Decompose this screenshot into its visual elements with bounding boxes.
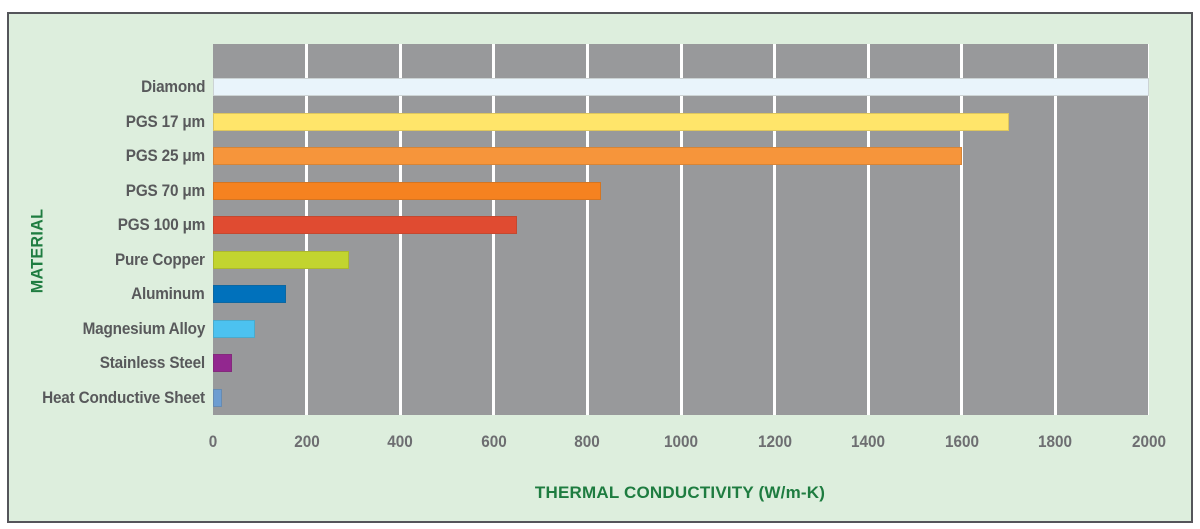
bar-row xyxy=(213,174,1149,209)
x-tick-label: 1000 xyxy=(663,432,699,451)
x-tick-label: 1800 xyxy=(1038,432,1073,451)
gridline xyxy=(773,44,777,415)
bar-row xyxy=(213,381,1149,416)
bars xyxy=(213,44,1149,415)
bar-row xyxy=(213,346,1149,381)
category-label: Heat Conductive Sheet xyxy=(42,387,205,407)
bar xyxy=(213,319,256,338)
bar xyxy=(213,216,518,234)
category-label: PGS 70 μm xyxy=(125,180,205,200)
x-tick-label: 2000 xyxy=(1131,432,1167,451)
gridline xyxy=(1053,44,1057,415)
category-label: Diamond xyxy=(140,77,205,96)
category-label: Pure Copper xyxy=(115,249,205,269)
bar-row xyxy=(213,208,1149,243)
category-label-row: Pure Copper xyxy=(9,243,205,278)
x-axis-title: THERMAL CONDUCTIVITY (W/m-K) xyxy=(534,483,826,502)
gridline xyxy=(866,44,870,415)
category-label-row: Diamond xyxy=(9,70,205,105)
x-tick-label: 1400 xyxy=(851,432,886,451)
bar xyxy=(213,388,223,407)
bar xyxy=(213,285,286,303)
x-axis-ticks: 0 200 400 600 800 1000 1200 1400 1600 1800 2000 xyxy=(209,432,1166,454)
category-label-row: PGS 17 μm xyxy=(9,105,205,140)
category-label: Aluminum xyxy=(131,284,206,303)
category-label: PGS 17 μm xyxy=(125,111,205,131)
category-label: PGS 25 μm xyxy=(125,146,205,165)
category-label-row: Magnesium Alloy xyxy=(9,312,205,347)
x-tick-label: 1600 xyxy=(944,432,979,451)
category-label-row: Aluminum xyxy=(9,277,206,312)
bar xyxy=(213,147,962,165)
bar xyxy=(213,181,602,200)
bar-row xyxy=(213,105,1149,140)
bar-row xyxy=(213,243,1149,278)
category-labels: Diamond PGS 17 μm PGS 25 μm PGS 70 μm PGS 10… xyxy=(9,44,205,415)
x-tick-label: 200 xyxy=(293,432,320,451)
bar xyxy=(213,250,349,269)
gridline xyxy=(1147,44,1149,415)
bar xyxy=(213,112,1009,131)
gridline xyxy=(679,44,683,415)
bar-row xyxy=(213,277,1149,312)
category-label: PGS 100 μm xyxy=(117,215,205,234)
x-tick-label: 600 xyxy=(481,432,507,451)
bar-row xyxy=(213,70,1149,105)
bar-row xyxy=(213,139,1149,174)
chart-figure: MATERIAL Diamond PGS 17 μm PGS 25 μm PGS 70… xyxy=(7,12,1193,523)
x-tick-label: 0 xyxy=(208,432,218,451)
category-label-row: Heat Conductive Sheet xyxy=(9,381,205,416)
bar xyxy=(213,78,1149,96)
x-tick-label: 800 xyxy=(574,432,601,451)
gridline xyxy=(585,44,589,415)
bar-row xyxy=(213,312,1149,347)
gridline xyxy=(960,44,964,415)
category-label: Magnesium Alloy xyxy=(82,318,205,338)
category-label-row: PGS 70 μm xyxy=(9,174,205,209)
plot-area xyxy=(213,44,1149,415)
bar xyxy=(213,354,232,372)
category-label-row: Stainless Steel xyxy=(9,346,205,381)
category-label: Stainless Steel xyxy=(99,353,205,372)
category-label-row: PGS 25 μm xyxy=(9,139,205,174)
x-tick-label: 400 xyxy=(387,432,413,451)
category-label-row: PGS 100 μm xyxy=(9,208,205,243)
x-tick-label: 1200 xyxy=(757,432,792,451)
